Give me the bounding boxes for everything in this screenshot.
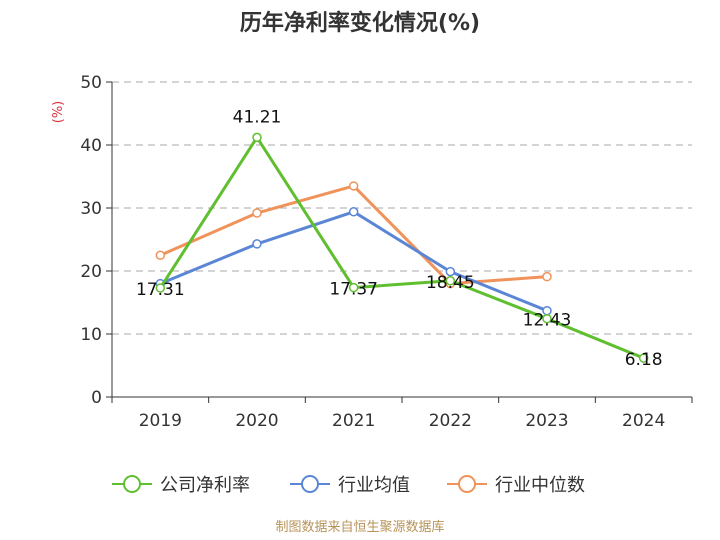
y-unit-label: (%) (51, 101, 66, 124)
data-label: 17.37 (329, 280, 378, 300)
data-label: 6.18 (625, 350, 663, 370)
x-tick-label: 2021 (332, 411, 375, 431)
data-label: 18.45 (426, 273, 475, 293)
legend-swatch-marker (458, 475, 476, 493)
legend-item-0[interactable]: 公司净利率 (112, 475, 250, 496)
series-point-2 (348, 181, 359, 191)
legend[interactable]: 公司净利率 行业均值 行业中位数 (112, 475, 585, 496)
legend-label: 公司净利率 (160, 475, 250, 496)
source-note: 制图数据来自恒生聚源数据库 (275, 519, 444, 535)
series-point-1 (348, 207, 359, 217)
legend-label: 行业中位数 (495, 475, 585, 496)
data-label: 41.21 (233, 107, 282, 127)
y-tick-label: 30 (80, 199, 102, 219)
series-point-2 (155, 250, 166, 260)
x-tick-label: 2019 (139, 411, 182, 431)
series-point-1 (445, 266, 456, 277)
legend-swatch-marker (123, 475, 141, 493)
chart-title: 历年净利率变化情况(%) (240, 10, 480, 36)
legend-item-2[interactable]: 行业中位数 (447, 475, 585, 496)
y-tick-label: 10 (80, 325, 102, 345)
x-tick-label: 2020 (235, 411, 278, 431)
x-tick-label: 2023 (525, 411, 568, 431)
series-point-0 (252, 132, 262, 143)
series-line-2 (159, 184, 548, 286)
series-point-1 (252, 239, 262, 249)
x-tick-label: 2024 (622, 411, 665, 431)
y-tick-label: 50 (80, 73, 102, 93)
series-line-0 (159, 135, 645, 360)
grid (112, 81, 692, 335)
series-point-0 (542, 313, 552, 324)
legend-swatch-marker (301, 475, 319, 493)
series-point-2 (252, 208, 262, 218)
x-tick-label: 2022 (429, 411, 472, 431)
axes: 0 10 20 30 40 50 2019 2020 2021 2022 2023 2024 (80, 73, 693, 431)
series-point-0 (445, 276, 456, 286)
legend-label: 行业均值 (338, 475, 410, 496)
series-point-0 (638, 353, 649, 363)
data-label: 17.31 (136, 280, 185, 300)
series-point-2 (542, 271, 552, 282)
series-point-0 (155, 283, 166, 293)
y-tick-label: 20 (80, 262, 102, 282)
series-point-0 (348, 282, 359, 293)
data-label: 12.43 (523, 311, 572, 331)
legend-item-1[interactable]: 行业均值 (290, 475, 410, 496)
series-layer (155, 132, 649, 363)
y-tick-label: 40 (80, 136, 102, 156)
data-labels: 17.31 41.21 17.37 18.45 12.43 6.18 (136, 107, 663, 370)
y-tick-label: 0 (91, 388, 102, 408)
